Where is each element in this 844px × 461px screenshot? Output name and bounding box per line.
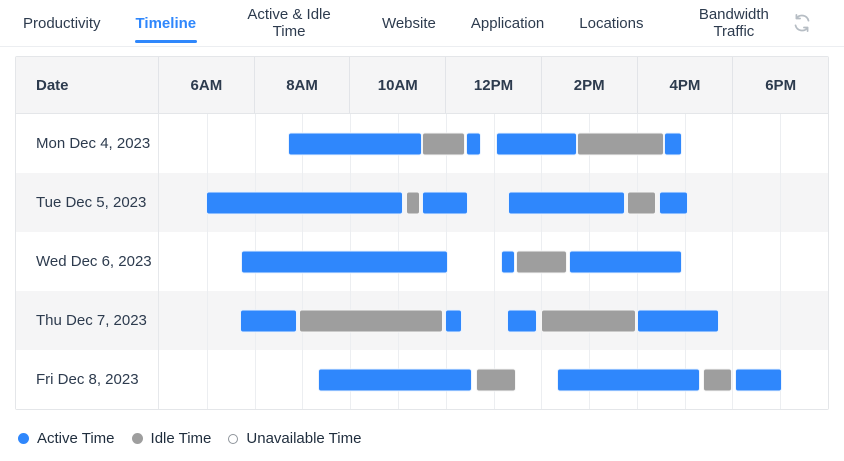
idle-time-bar[interactable] <box>406 191 420 214</box>
hour-gridline <box>684 232 686 291</box>
hour-gridline <box>684 114 686 173</box>
tab-active-idle-time[interactable]: Active & Idle Time <box>230 0 348 46</box>
hour-gridline <box>206 114 208 173</box>
row-date-label: Tue Dec 5, 2023 <box>36 194 147 211</box>
legend-label: Active Time <box>37 430 115 447</box>
time-header-10am: 10AM <box>349 57 445 113</box>
date-column-header: Date <box>36 76 69 94</box>
active-time-bar[interactable] <box>444 309 463 332</box>
hour-gridline <box>780 114 782 173</box>
active-time-bar[interactable] <box>240 250 448 273</box>
legend: Active Time Idle Time Unavailable Time <box>18 430 844 447</box>
active-time-bar[interactable] <box>508 191 625 214</box>
legend-label: Idle Time <box>150 430 212 447</box>
idle-time-bar[interactable] <box>516 250 568 273</box>
legend-item-unavailable[interactable]: Unavailable Time <box>228 430 361 447</box>
timeline-lane <box>158 291 828 350</box>
timeline-lane <box>158 232 828 291</box>
hour-gridline <box>732 232 734 291</box>
active-time-bar[interactable] <box>636 309 719 332</box>
active-dot-icon <box>18 433 29 444</box>
hour-gridline <box>732 173 734 232</box>
hour-gridline <box>493 173 495 232</box>
table-row-thu-dec-7-2023: Thu Dec 7, 2023 <box>16 291 828 350</box>
tab-bar: Productivity Timeline Active & Idle Time We… <box>0 0 844 47</box>
table-row-mon-dec-4-2023: Mon Dec 4, 2023 <box>16 114 828 173</box>
timeline-lane <box>158 114 828 173</box>
tab-bandwidth-traffic[interactable]: Bandwidth Traffic <box>677 0 790 46</box>
timeline-dashboard: Productivity Timeline Active & Idle Time We… <box>0 0 844 447</box>
idle-time-bar[interactable] <box>541 309 636 332</box>
idle-time-bar[interactable] <box>626 191 656 214</box>
hour-gridline <box>780 291 782 350</box>
idle-time-bar[interactable] <box>421 132 465 155</box>
table-body: Mon Dec 4, 2023 Tue Dec 5, 2023 Wed Dec 6,… <box>16 114 828 409</box>
tab-locations[interactable]: Locations <box>578 0 644 46</box>
active-time-bar[interactable] <box>507 309 538 332</box>
active-time-bar[interactable] <box>239 309 297 332</box>
table-row-wed-dec-6-2023: Wed Dec 6, 2023 <box>16 232 828 291</box>
time-header-6pm: 6PM <box>732 57 828 113</box>
hour-gridline <box>254 114 256 173</box>
idle-time-bar[interactable] <box>577 132 664 155</box>
hour-gridline <box>206 232 208 291</box>
hour-gridline <box>206 291 208 350</box>
timeline-lane <box>158 173 828 232</box>
legend-label: Unavailable Time <box>246 430 362 447</box>
hour-gridline <box>493 114 495 173</box>
hour-gridline <box>254 350 256 409</box>
tabs: Productivity Timeline Active & Idle Time We… <box>22 0 790 46</box>
active-time-bar[interactable] <box>735 368 783 391</box>
time-header-6am: 6AM <box>158 57 254 113</box>
time-header-2pm: 2PM <box>540 57 637 113</box>
tab-website[interactable]: Website <box>381 0 437 46</box>
idle-dot-icon <box>131 433 143 444</box>
row-date-label: Wed Dec 6, 2023 <box>36 253 152 270</box>
active-time-bar[interactable] <box>288 132 422 155</box>
active-time-bar[interactable] <box>318 368 473 391</box>
active-time-bar[interactable] <box>658 191 689 214</box>
time-header-12pm: 12PM <box>445 57 541 113</box>
idle-time-bar[interactable] <box>298 309 443 332</box>
legend-item-idle[interactable]: Idle Time <box>131 430 212 447</box>
idle-time-bar[interactable] <box>475 368 517 391</box>
hour-gridline <box>541 350 543 409</box>
refresh-button[interactable] <box>790 11 814 35</box>
active-time-bar[interactable] <box>205 191 403 214</box>
row-date-label: Mon Dec 4, 2023 <box>36 135 151 152</box>
refresh-icon <box>794 13 810 33</box>
active-time-bar[interactable] <box>569 250 682 273</box>
timeline-table: Date 6AM 8AM 10AM 12PM 2PM 4PM 6PM Mon Dec 4, … <box>15 56 829 410</box>
active-time-bar[interactable] <box>421 191 468 214</box>
timeline-lane <box>158 350 828 409</box>
hour-gridline <box>493 291 495 350</box>
tab-timeline[interactable]: Timeline <box>134 0 198 46</box>
hour-gridline <box>302 350 304 409</box>
row-date-label: Thu Dec 7, 2023 <box>36 312 147 329</box>
table-row-fri-dec-8-2023: Fri Dec 8, 2023 <box>16 350 828 409</box>
legend-item-active[interactable]: Active Time <box>18 430 115 447</box>
time-column-headers: 6AM 8AM 10AM 12PM 2PM 4PM 6PM <box>158 57 828 113</box>
table-row-tue-dec-5-2023: Tue Dec 5, 2023 <box>16 173 828 232</box>
active-time-bar[interactable] <box>663 132 682 155</box>
active-time-bar[interactable] <box>496 132 578 155</box>
tab-application[interactable]: Application <box>470 0 545 46</box>
unavailable-dot-icon <box>228 433 239 444</box>
idle-time-bar[interactable] <box>702 368 733 391</box>
hour-gridline <box>780 232 782 291</box>
tab-productivity[interactable]: Productivity <box>22 0 102 46</box>
hour-gridline <box>780 173 782 232</box>
hour-gridline <box>206 350 208 409</box>
active-time-bar[interactable] <box>557 368 701 391</box>
hour-gridline <box>732 350 734 409</box>
row-date-label: Fri Dec 8, 2023 <box>36 371 139 388</box>
hour-gridline <box>732 114 734 173</box>
hour-gridline <box>732 291 734 350</box>
time-header-4pm: 4PM <box>636 57 733 113</box>
table-header-row: Date 6AM 8AM 10AM 12PM 2PM 4PM 6PM <box>16 57 828 114</box>
hour-gridline <box>493 232 495 291</box>
active-time-bar[interactable] <box>465 132 481 155</box>
active-time-bar[interactable] <box>500 250 515 273</box>
time-header-8am: 8AM <box>253 57 350 113</box>
